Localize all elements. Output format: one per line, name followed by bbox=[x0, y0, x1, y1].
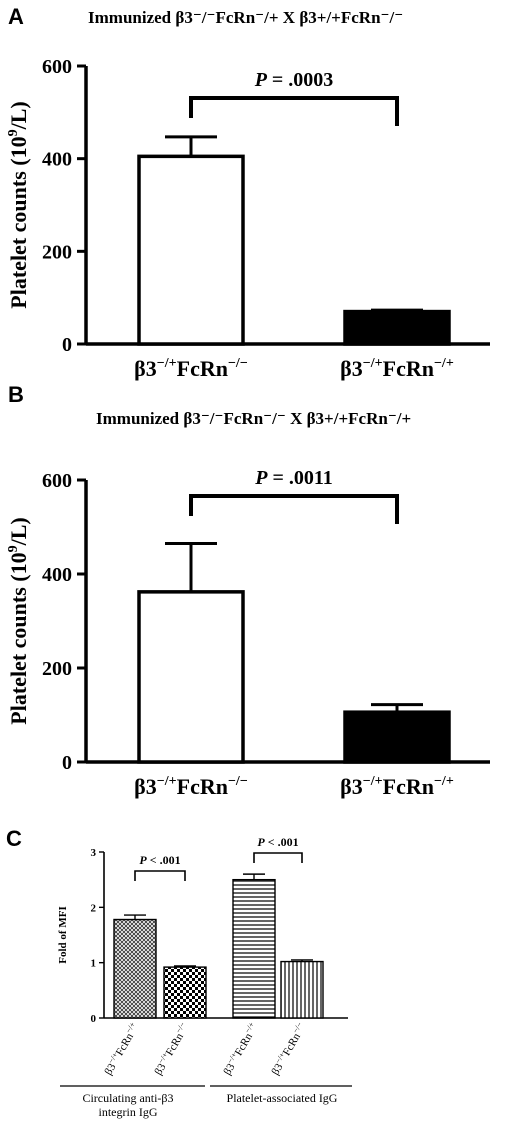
y-tick-label: 400 bbox=[42, 564, 72, 586]
x-tick-label: β3−/+FcRn−/− bbox=[134, 356, 248, 381]
panel-a-title: Immunized β3⁻/⁻FcRn⁻/+ X β3+/+FcRn⁻/⁻ bbox=[88, 8, 404, 27]
panel-a-letter: A bbox=[8, 4, 24, 29]
significance-bracket bbox=[134, 870, 186, 881]
y-tick-label: 600 bbox=[42, 470, 72, 492]
bar-1 bbox=[137, 154, 245, 346]
significance-bracket bbox=[189, 494, 399, 524]
x-tick-label: β3−/+FcRn−/− bbox=[151, 1020, 192, 1077]
bar-4 bbox=[280, 960, 324, 1019]
y-tick-label: 0 bbox=[91, 1013, 97, 1025]
p-value-label: P < .001 bbox=[139, 853, 180, 867]
bar-3 bbox=[232, 878, 276, 1019]
panel-b-title: Immunized β3⁻/⁻FcRn⁻/⁻ X β3+/+FcRn⁻/+ bbox=[96, 409, 412, 428]
panel-b-letter: B bbox=[8, 382, 24, 407]
x-tick-label: β3−/+FcRn−/+ bbox=[101, 1020, 142, 1077]
y-tick-label: 0 bbox=[62, 752, 72, 774]
significance-bracket bbox=[189, 96, 399, 126]
y-tick-label: 1 bbox=[91, 958, 97, 970]
x-tick-label: β3−/+FcRn−/+ bbox=[340, 774, 454, 799]
p-value-label: P < .001 bbox=[257, 835, 298, 849]
y-axis-label: Fold of MFI bbox=[57, 906, 69, 963]
y-axis-label: Platelet counts (109/L) bbox=[6, 517, 31, 724]
bar-1 bbox=[137, 590, 245, 764]
significance-bracket bbox=[253, 852, 303, 863]
y-tick-label: 2 bbox=[91, 902, 97, 914]
y-tick-label: 0 bbox=[62, 334, 72, 356]
group-label: integrin IgG bbox=[99, 1105, 158, 1119]
p-value-label: P = .0011 bbox=[254, 467, 333, 489]
panel-c-letter: C bbox=[6, 826, 22, 851]
x-tick-label: β3−/+FcRn−/+ bbox=[340, 356, 454, 381]
bar-2 bbox=[163, 966, 207, 1019]
bar-1 bbox=[113, 918, 157, 1019]
bar-2 bbox=[343, 710, 451, 764]
panel-b-chart: 0 200 400 600 Platelet counts (109/L) β3−/+Fc… bbox=[6, 467, 490, 799]
y-tick-label: 200 bbox=[42, 241, 72, 263]
p-value-label: P = .0003 bbox=[254, 69, 334, 91]
y-tick-label: 400 bbox=[42, 149, 72, 171]
bar-2 bbox=[343, 309, 451, 346]
group-label: Platelet-associated IgG bbox=[227, 1091, 338, 1105]
group-label: Circulating anti-β3 bbox=[82, 1091, 173, 1105]
y-tick-label: 3 bbox=[91, 847, 97, 859]
x-tick-label: β3−/+FcRn−/− bbox=[268, 1020, 309, 1077]
y-tick-label: 600 bbox=[42, 56, 72, 78]
x-tick-label: β3−/+FcRn−/− bbox=[134, 774, 248, 799]
x-tick-label: β3−/+FcRn−/+ bbox=[220, 1020, 261, 1077]
y-tick-label: 200 bbox=[42, 658, 72, 680]
